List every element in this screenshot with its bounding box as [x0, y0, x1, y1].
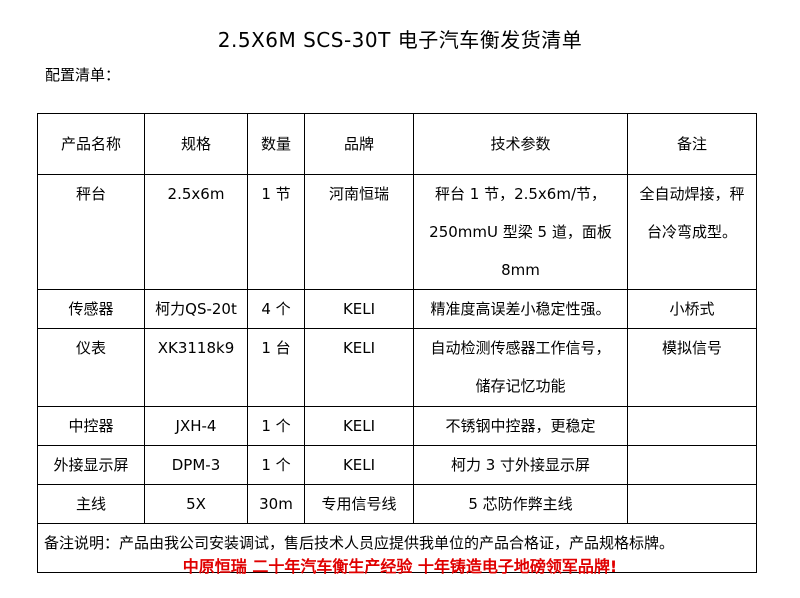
- cell: JXH-4: [144, 406, 248, 446]
- cell: 柯力 3 寸外接显示屏: [413, 445, 628, 485]
- cell: 专用信号线: [304, 484, 414, 524]
- table-row: 外接显示屏 DPM-3 1 个 KELI 柯力 3 寸外接显示屏: [37, 445, 757, 485]
- cell: 全自动焊接，秤 台冷弯成型。: [627, 174, 757, 290]
- table-header-row: 产品名称 规格 数量 品牌 技术参数 备注: [37, 113, 757, 175]
- cell: 30m: [247, 484, 305, 524]
- cell: DPM-3: [144, 445, 248, 485]
- cell: KELI: [304, 445, 414, 485]
- cell: 小桥式: [627, 289, 757, 329]
- header-cell: 品牌: [304, 113, 414, 175]
- config-list-label: 配置清单：: [45, 66, 121, 84]
- cell: 1 个: [247, 445, 305, 485]
- cell: 河南恒瑞: [304, 174, 414, 290]
- cell: 2.5x6m: [144, 174, 248, 290]
- cell: 模拟信号: [627, 328, 757, 407]
- table-row: 中控器 JXH-4 1 个 KELI 不锈钢中控器，更稳定: [37, 406, 757, 446]
- header-cell: 备注: [627, 113, 757, 175]
- cell: KELI: [304, 406, 414, 446]
- cell-line: 秤台 1 节，2.5x6m/节，: [434, 185, 607, 203]
- cell: 1 个: [247, 406, 305, 446]
- cell: 仪表: [37, 328, 145, 407]
- cell: 传感器: [37, 289, 145, 329]
- header-cell: 规格: [144, 113, 248, 175]
- cell: 1 台: [247, 328, 305, 407]
- cell: 精准度高误差小稳定性强。: [413, 289, 628, 329]
- table-row: 主线 5X 30m 专用信号线 5 芯防作弊主线: [37, 484, 757, 524]
- cell: KELI: [304, 289, 414, 329]
- cell: 4 个: [247, 289, 305, 329]
- header-cell: 产品名称: [37, 113, 145, 175]
- cell-line: 全自动焊接，秤: [639, 185, 745, 203]
- table-row: 仪表 XK3118k9 1 台 KELI 自动检测传感器工作信号， 储存记忆功能 …: [37, 328, 757, 407]
- header-cell: 技术参数: [413, 113, 628, 175]
- table-row: 传感器 柯力QS-20t 4 个 KELI 精准度高误差小稳定性强。 小桥式: [37, 289, 757, 329]
- cell: 秤台 1 节，2.5x6m/节， 250mmU 型梁 5 道，面板 8mm: [413, 174, 628, 290]
- cell: 中控器: [37, 406, 145, 446]
- cell: 主线: [37, 484, 145, 524]
- cell: [627, 484, 757, 524]
- cell: KELI: [304, 328, 414, 407]
- cell-line: 台冷弯成型。: [646, 223, 737, 241]
- cell: 秤台: [37, 174, 145, 290]
- cell: 5X: [144, 484, 248, 524]
- cell-line: 自动检测传感器工作信号，: [430, 339, 611, 357]
- header-cell: 数量: [247, 113, 305, 175]
- cell: XK3118k9: [144, 328, 248, 407]
- cell: 柯力QS-20t: [144, 289, 248, 329]
- cell: 外接显示屏: [37, 445, 145, 485]
- cell: [627, 406, 757, 446]
- cell: 1 节: [247, 174, 305, 290]
- note-row: 备注说明：产品由我公司安装调试，售后技术人员应提供我单位的产品合格证，产品规格标…: [37, 523, 757, 573]
- page-title: 2.5X6M SCS-30T 电子汽车衡发货清单: [217, 28, 583, 52]
- note-text: 备注说明：产品由我公司安装调试，售后技术人员应提供我单位的产品合格证，产品规格标…: [37, 523, 757, 573]
- cell: 5 芯防作弊主线: [413, 484, 628, 524]
- cell: 不锈钢中控器，更稳定: [413, 406, 628, 446]
- shipping-list-table: 产品名称 规格 数量 品牌 技术参数 备注 秤台 2.5x6m 1 节 河南恒瑞…: [37, 113, 757, 573]
- cell-line: 储存记忆功能: [475, 377, 566, 395]
- cell: 自动检测传感器工作信号， 储存记忆功能: [413, 328, 628, 407]
- cell-line: 250mmU 型梁 5 道，面板 8mm: [429, 223, 612, 279]
- footer-slogan: 中原恒瑞 二十年汽车衡生产经验 十年铸造电子地磅领军品牌!: [182, 557, 618, 576]
- table-row: 秤台 2.5x6m 1 节 河南恒瑞 秤台 1 节，2.5x6m/节， 250mm…: [37, 174, 757, 290]
- cell: [627, 445, 757, 485]
